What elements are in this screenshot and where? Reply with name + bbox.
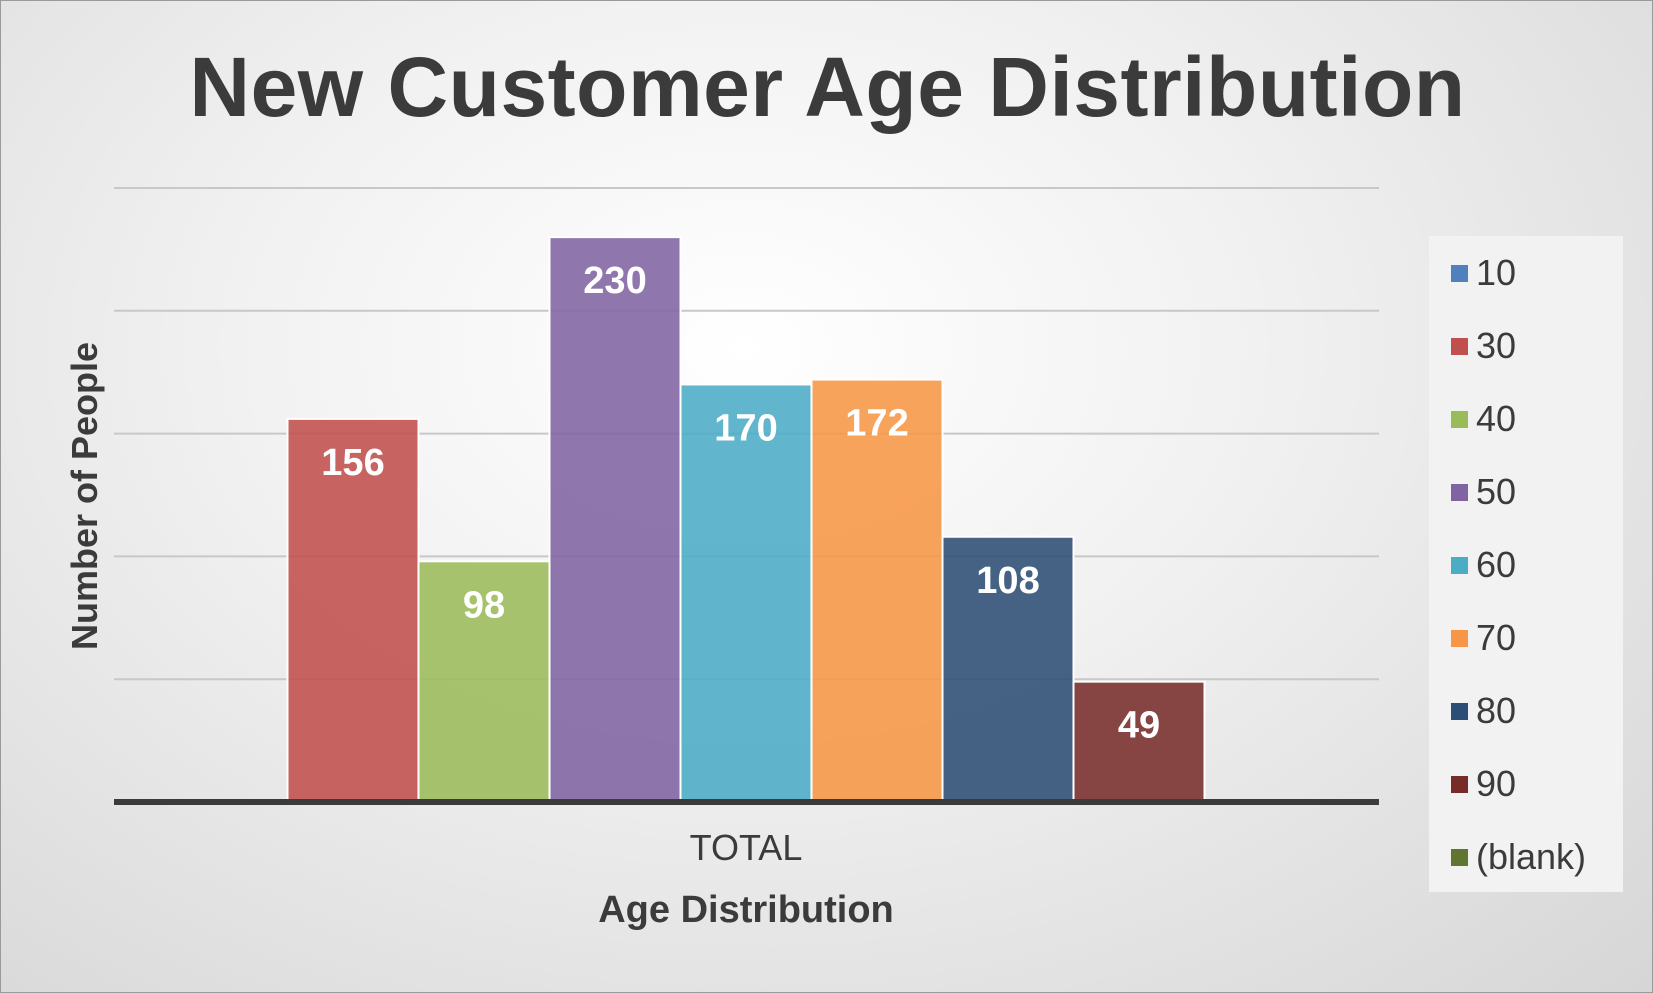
legend-item-30: 30 — [1429, 325, 1517, 366]
legend-swatch — [1451, 483, 1468, 501]
bar-30 — [286, 417, 420, 803]
bar-80 — [941, 535, 1075, 803]
legend-label: 50 — [1476, 471, 1517, 512]
data-label-40: 98 — [463, 584, 505, 626]
legend-label: 70 — [1476, 617, 1517, 658]
legend-item-60: 60 — [1429, 544, 1517, 585]
legend: 10 30 40 50 60 70 80 90 (blank) — [1429, 236, 1623, 892]
legend-item-90: 90 — [1429, 763, 1517, 804]
bar-40 — [417, 560, 551, 804]
data-label-50: 230 — [583, 260, 646, 302]
data-label-70: 172 — [845, 403, 908, 445]
legend-swatch — [1451, 629, 1468, 647]
legend-item-40: 40 — [1429, 398, 1517, 439]
legend-label: (blank) — [1476, 836, 1587, 877]
legend-item-10: 10 — [1429, 252, 1517, 293]
legend-label: 90 — [1476, 763, 1517, 804]
legend-label: 30 — [1476, 325, 1517, 366]
legend-swatch — [1451, 848, 1468, 866]
data-label-90: 49 — [1118, 705, 1160, 747]
bar-70 — [810, 378, 944, 803]
legend-swatch — [1451, 775, 1468, 793]
legend-swatch — [1451, 337, 1468, 355]
legend-label: 40 — [1476, 398, 1517, 439]
data-label-30: 156 — [321, 442, 384, 484]
legend-label: 10 — [1476, 252, 1517, 293]
legend-item-70: 70 — [1429, 617, 1517, 658]
legend-swatch — [1451, 410, 1468, 428]
data-label-60: 170 — [714, 407, 777, 449]
x-category-label: TOTAL — [689, 827, 803, 868]
legend-label: 60 — [1476, 544, 1517, 585]
x-axis-label: Age Distribution — [598, 889, 894, 931]
legend-label: 80 — [1476, 690, 1517, 731]
bar-50 — [548, 236, 682, 803]
chart-title: New Customer Age Distribution — [189, 40, 1466, 134]
legend-swatch — [1451, 556, 1468, 574]
y-axis-label: Number of People — [64, 341, 105, 651]
legend-swatch — [1451, 702, 1468, 720]
legend-swatch — [1451, 264, 1468, 282]
legend-item-80: 80 — [1429, 690, 1517, 731]
legend-item-(blank): (blank) — [1429, 836, 1587, 877]
legend-item-50: 50 — [1429, 471, 1517, 512]
data-label-80: 108 — [976, 560, 1039, 602]
